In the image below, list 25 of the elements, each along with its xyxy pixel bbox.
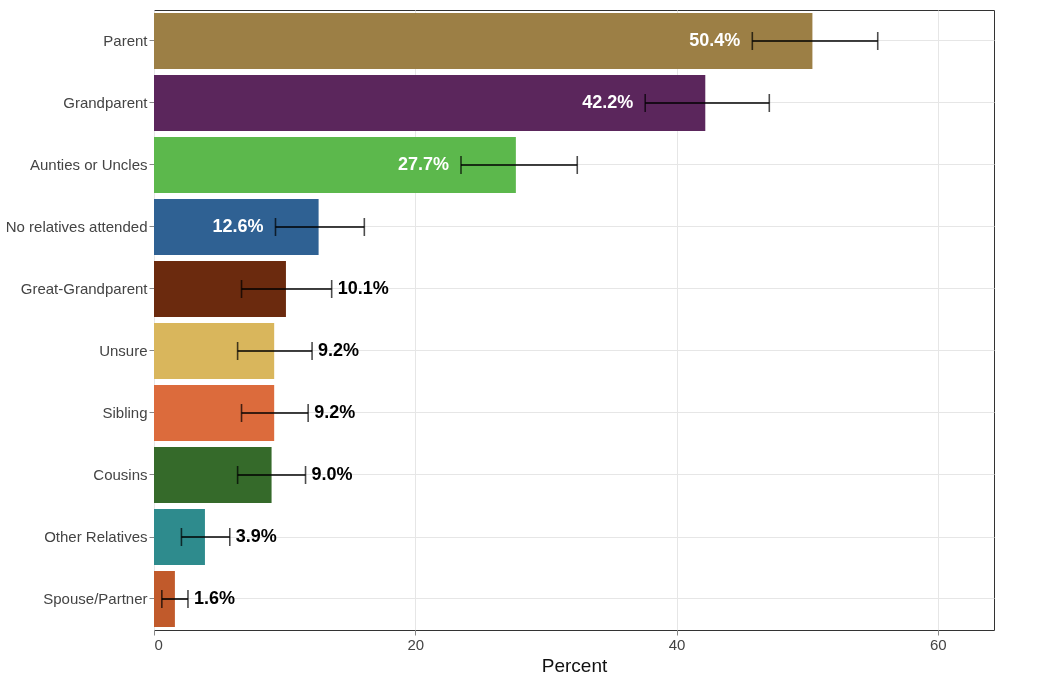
x-tick-label: 40 [668,635,686,653]
data-label: 42.2% [582,92,634,112]
x-tick-label: 20 [407,635,425,653]
y-tick-label: Great-Grandparent [20,280,149,297]
y-tick-label: Cousins [93,466,148,483]
data-label: 9.0% [311,464,353,484]
y-tick-label: Aunties or Uncles [29,156,148,173]
x-tick-label: 60 [929,635,947,653]
data-label: 27.7% [397,154,449,174]
x-tick-label: 0 [154,635,163,653]
data-label: 12.6% [212,216,264,236]
y-tick-label: Parent [103,32,149,49]
data-label: 9.2% [318,340,360,360]
y-tick-label: Grandparent [63,94,149,111]
y-tick-label: Unsure [99,342,148,359]
data-label: 1.6% [193,588,235,608]
y-tick-label: Sibling [102,404,148,421]
x-axis-title: Percent [541,654,608,676]
y-tick-label: No relatives attended [5,218,148,235]
data-label: 10.1% [337,278,389,298]
data-label: 50.4% [689,30,741,50]
y-tick-label: Other Relatives [44,528,148,545]
data-label: 9.2% [314,402,356,422]
data-label: 3.9% [235,526,277,546]
y-tick-label: Spouse/Partner [43,590,148,607]
